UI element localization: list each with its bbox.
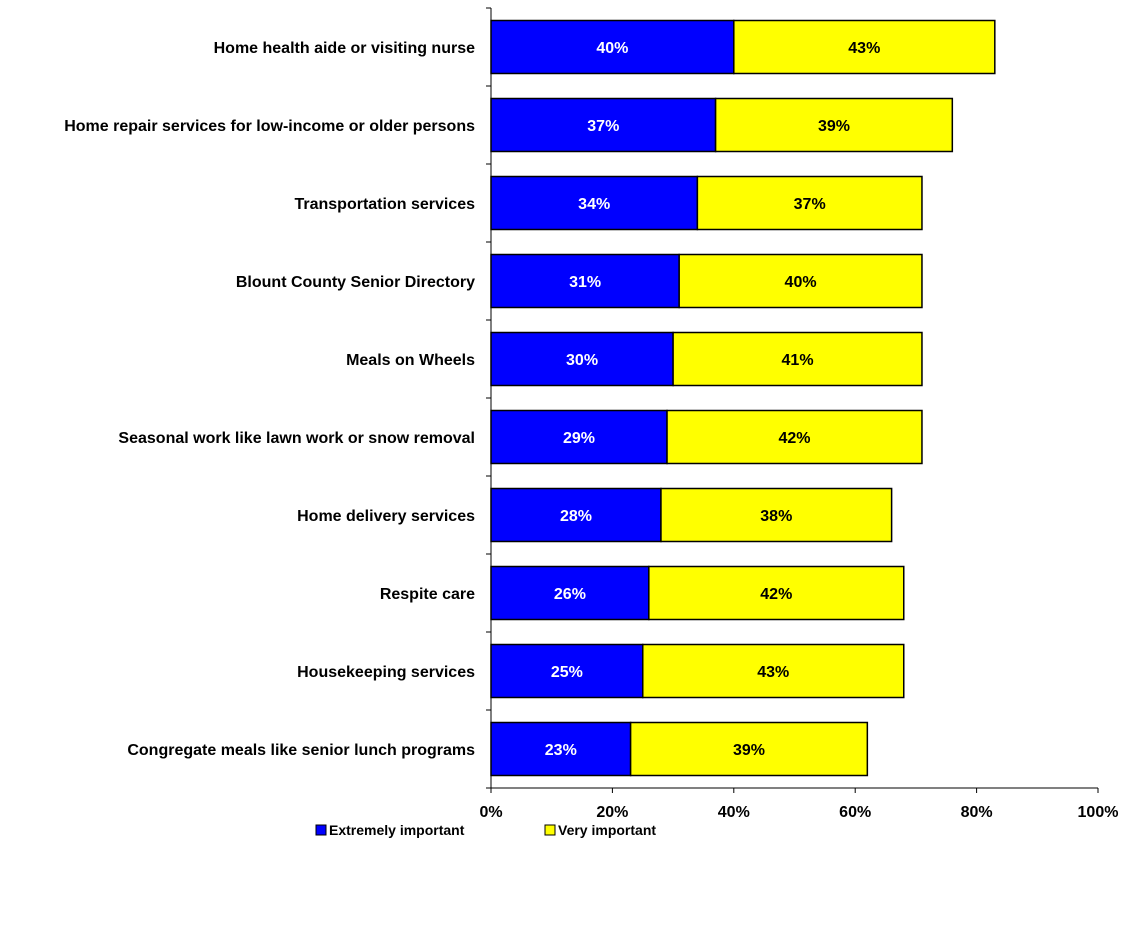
legend-label: Extremely important bbox=[329, 822, 465, 838]
bar-segment-extremely-important bbox=[490, 175, 699, 231]
data-label: 23% bbox=[545, 742, 577, 759]
category-label: Housekeeping services bbox=[297, 664, 475, 681]
category-label: Respite care bbox=[380, 586, 475, 603]
data-label: 43% bbox=[848, 40, 880, 57]
data-label: 31% bbox=[569, 274, 601, 291]
data-label: 42% bbox=[778, 430, 810, 447]
category-label: Seasonal work like lawn work or snow rem… bbox=[118, 430, 475, 447]
x-tick-label: 80% bbox=[961, 804, 993, 821]
bars-group: 40% 43% 37% 39% 34% 37% 31% 40% 30% 41% 29% 42% 28% 3… bbox=[490, 19, 996, 777]
bar-segment-very-important bbox=[648, 565, 905, 621]
bar-segment-extremely-important bbox=[490, 487, 662, 543]
bar-segment-very-important bbox=[714, 97, 954, 153]
data-label: 39% bbox=[818, 118, 850, 135]
x-tick-label: 100% bbox=[1078, 804, 1119, 821]
x-tick-label: 60% bbox=[839, 804, 871, 821]
data-label: 29% bbox=[563, 430, 595, 447]
bar-segment-extremely-important bbox=[490, 19, 735, 75]
legend-swatch-extremely-important bbox=[315, 824, 327, 836]
bar-segment-very-important bbox=[629, 721, 869, 777]
legend-swatch-very-important bbox=[544, 824, 556, 836]
x-tick-labels-group: 0% 20% 40% 60% 80% 100% bbox=[479, 804, 1118, 821]
data-label: 43% bbox=[757, 664, 789, 681]
data-label: 34% bbox=[578, 196, 610, 213]
bar-segment-very-important bbox=[660, 487, 893, 543]
data-label: 41% bbox=[782, 352, 814, 369]
category-label: Home health aide or visiting nurse bbox=[214, 40, 475, 57]
bar-segment-extremely-important bbox=[490, 721, 632, 777]
data-label: 37% bbox=[587, 118, 619, 135]
category-label: Blount County Senior Directory bbox=[236, 274, 475, 291]
data-label: 26% bbox=[554, 586, 586, 603]
category-label: Transportation services bbox=[294, 196, 475, 213]
category-label: Congregate meals like senior lunch progr… bbox=[127, 742, 475, 759]
category-labels-group: Home health aide or visiting nurse Home r… bbox=[64, 40, 475, 759]
bar-segment-very-important bbox=[666, 409, 923, 465]
data-label: 25% bbox=[551, 664, 583, 681]
legend: Extremely important Very important bbox=[315, 822, 656, 838]
legend-label: Very important bbox=[558, 822, 656, 838]
data-label: 37% bbox=[794, 196, 826, 213]
data-label: 30% bbox=[566, 352, 598, 369]
data-label: 42% bbox=[760, 586, 792, 603]
x-tick-label: 40% bbox=[718, 804, 750, 821]
bar-segment-very-important bbox=[678, 253, 923, 309]
category-label: Meals on Wheels bbox=[346, 352, 475, 369]
bar-segment-very-important bbox=[733, 19, 996, 75]
category-label: Home delivery services bbox=[297, 508, 475, 525]
data-label: 38% bbox=[760, 508, 792, 525]
bar-segment-extremely-important bbox=[490, 97, 717, 153]
category-label: Home repair services for low-income or o… bbox=[64, 118, 475, 135]
bar-segment-very-important bbox=[672, 331, 923, 387]
data-label: 40% bbox=[596, 40, 628, 57]
x-tick-label: 0% bbox=[479, 804, 502, 821]
data-label: 28% bbox=[560, 508, 592, 525]
bar-segment-very-important bbox=[642, 643, 905, 699]
x-tick-label: 20% bbox=[596, 804, 628, 821]
bar-segment-extremely-important bbox=[490, 253, 680, 309]
data-label: 39% bbox=[733, 742, 765, 759]
axes-group bbox=[486, 7, 1099, 793]
data-label: 40% bbox=[785, 274, 817, 291]
bar-segment-very-important bbox=[696, 175, 923, 231]
